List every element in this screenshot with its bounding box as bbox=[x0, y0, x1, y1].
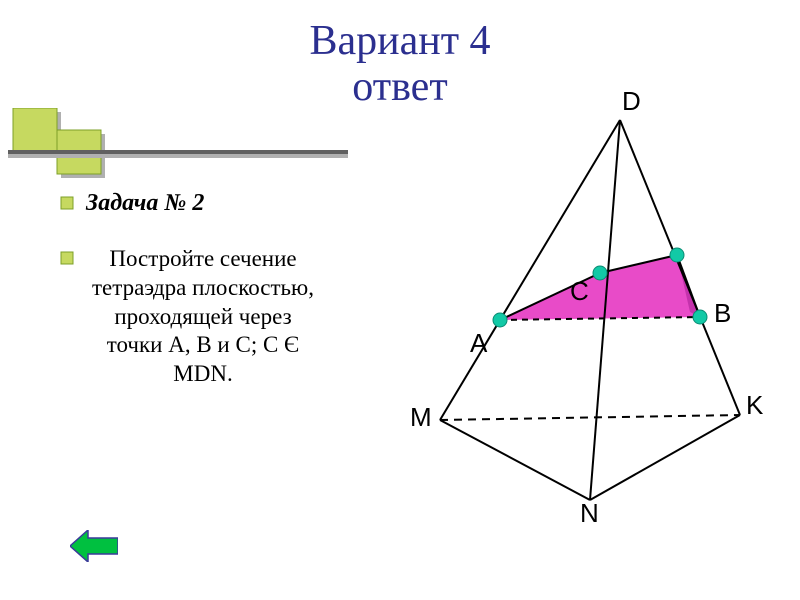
decor-sq1 bbox=[13, 108, 57, 152]
figure-svg bbox=[370, 80, 770, 540]
label-A: A bbox=[470, 328, 487, 359]
label-B: B bbox=[714, 298, 731, 329]
geometry-figure: D M K N A B C bbox=[370, 80, 770, 540]
label-M: M bbox=[410, 402, 432, 433]
point-C bbox=[593, 266, 607, 280]
bullet-icon bbox=[60, 251, 74, 265]
bullet-icon bbox=[60, 196, 74, 210]
label-N: N bbox=[580, 498, 599, 529]
arrow-left-icon bbox=[70, 530, 118, 562]
task-row: Задача № 2 bbox=[60, 190, 320, 217]
problem-text: Постройте сечение тетраэдра плоскостью, … bbox=[86, 245, 320, 389]
label-K: K bbox=[746, 390, 763, 421]
cross-section-front bbox=[500, 255, 700, 320]
point-CB bbox=[670, 248, 684, 262]
body-row: Постройте сечение тетраэдра плоскостью, … bbox=[60, 245, 320, 389]
title-line1: Вариант 4 bbox=[0, 18, 800, 64]
edge-MK bbox=[440, 415, 740, 420]
decor-squares bbox=[8, 108, 348, 178]
edge-MN bbox=[440, 420, 590, 500]
task-label: Задача № 2 bbox=[86, 190, 204, 217]
point-B bbox=[693, 310, 707, 324]
edge-DM bbox=[440, 120, 620, 420]
edge-NK bbox=[590, 415, 740, 500]
label-D: D bbox=[622, 86, 641, 117]
point-A bbox=[493, 313, 507, 327]
label-C: C bbox=[570, 276, 589, 307]
nav-back-button[interactable] bbox=[70, 530, 118, 562]
left-column: Задача № 2 Постройте сечение тетраэдра п… bbox=[60, 190, 320, 389]
